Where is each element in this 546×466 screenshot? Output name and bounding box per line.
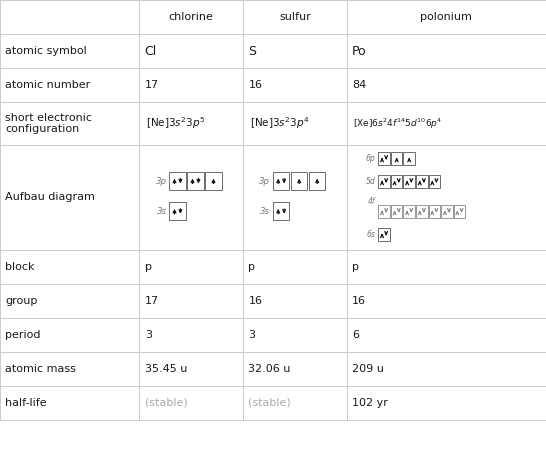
Text: 209 u: 209 u: [352, 364, 384, 374]
Bar: [391, 152, 402, 165]
Bar: [416, 175, 428, 188]
Text: atomic symbol: atomic symbol: [5, 46, 87, 56]
Text: 16: 16: [248, 296, 263, 306]
Text: sulfur: sulfur: [279, 12, 311, 22]
Bar: [169, 172, 186, 190]
Text: Cl: Cl: [145, 45, 157, 57]
Text: [Xe]6$s^2$4$f^{14}$5$d^{10}$6$p^4$: [Xe]6$s^2$4$f^{14}$5$d^{10}$6$p^4$: [353, 116, 443, 130]
Bar: [403, 205, 415, 218]
Bar: [378, 175, 390, 188]
Text: polonium: polonium: [420, 12, 472, 22]
Bar: [169, 202, 186, 220]
Text: 84: 84: [352, 80, 366, 90]
Text: Po: Po: [352, 45, 367, 57]
Bar: [416, 205, 428, 218]
Text: Aufbau diagram: Aufbau diagram: [5, 192, 96, 202]
Text: 6s: 6s: [367, 230, 376, 239]
Bar: [378, 205, 390, 218]
Text: atomic number: atomic number: [5, 80, 91, 90]
Text: 32.06 u: 32.06 u: [248, 364, 291, 374]
Text: 17: 17: [145, 80, 159, 90]
Text: p: p: [248, 262, 256, 272]
Text: p: p: [352, 262, 359, 272]
Text: 4f: 4f: [368, 197, 376, 206]
Text: atomic mass: atomic mass: [5, 364, 76, 374]
Bar: [454, 205, 465, 218]
Bar: [187, 172, 204, 190]
Text: (stable): (stable): [145, 398, 187, 408]
Bar: [273, 172, 289, 190]
Bar: [378, 228, 390, 241]
Text: 16: 16: [352, 296, 366, 306]
Text: [Ne]3$s^2$3$p^4$: [Ne]3$s^2$3$p^4$: [250, 116, 309, 131]
Bar: [378, 152, 390, 165]
Text: 3p: 3p: [259, 177, 270, 185]
Text: (stable): (stable): [248, 398, 291, 408]
Text: group: group: [5, 296, 38, 306]
Bar: [403, 175, 415, 188]
Text: half-life: half-life: [5, 398, 47, 408]
Text: 35.45 u: 35.45 u: [145, 364, 187, 374]
Bar: [309, 172, 325, 190]
Bar: [391, 205, 402, 218]
Bar: [403, 152, 415, 165]
Text: 3s: 3s: [157, 207, 167, 216]
Bar: [291, 172, 307, 190]
Text: 6p: 6p: [366, 154, 376, 163]
Text: short electronic
configuration: short electronic configuration: [5, 113, 92, 134]
Text: 102 yr: 102 yr: [352, 398, 388, 408]
Text: 16: 16: [248, 80, 263, 90]
Text: p: p: [145, 262, 152, 272]
Text: block: block: [5, 262, 35, 272]
Text: 3: 3: [248, 330, 256, 340]
Bar: [429, 205, 440, 218]
Bar: [273, 202, 289, 220]
Text: 3p: 3p: [156, 177, 167, 185]
Text: S: S: [248, 45, 257, 57]
Text: chlorine: chlorine: [169, 12, 213, 22]
Bar: [429, 175, 440, 188]
Bar: [441, 205, 453, 218]
Text: 17: 17: [145, 296, 159, 306]
Text: period: period: [5, 330, 41, 340]
Bar: [205, 172, 222, 190]
Text: 6: 6: [352, 330, 359, 340]
Text: 5d: 5d: [366, 177, 376, 186]
Bar: [391, 175, 402, 188]
Text: [Ne]3$s^2$3$p^5$: [Ne]3$s^2$3$p^5$: [146, 116, 205, 131]
Text: 3: 3: [145, 330, 152, 340]
Text: 3s: 3s: [260, 207, 270, 216]
